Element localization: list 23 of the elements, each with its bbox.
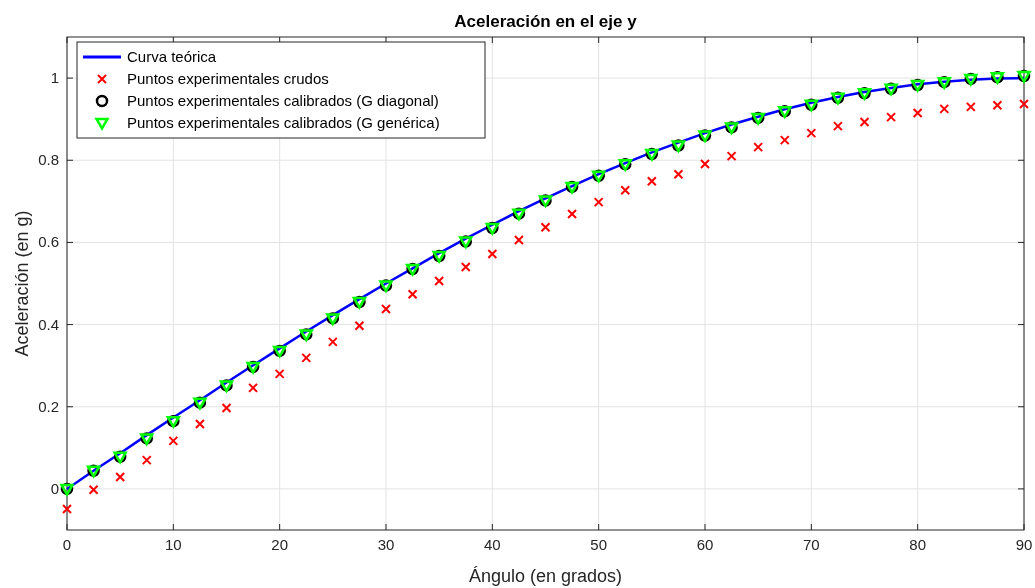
x-tick-label: 10 [164,536,182,553]
x-tick-label: 70 [802,536,820,553]
x-tick-label: 50 [590,536,608,553]
x-tick-label: 80 [909,536,927,553]
x-tick-label: 20 [271,536,289,553]
legend-label: Puntos experimentales crudos [127,70,329,87]
y-tick-label: 0.2 [38,397,59,415]
y-axis-title: Aceleración (en g) [12,210,32,357]
chart-title: Aceleración en el eje y [454,12,638,31]
x-axis-title: Ángulo (en grados) [468,566,623,586]
legend-label: Puntos experimentales calibrados (G diagonal) [127,92,439,109]
x-tick-label: 40 [483,536,501,553]
legend-label: Curva teórica [127,48,217,65]
y-tick-label: 0.4 [38,315,59,333]
y-tick-label: 0 [50,479,59,497]
legend-label: Puntos experimentales calibrados (G genérica) [127,114,440,131]
x-tick-label: 60 [696,536,714,553]
x-tick-label: 30 [377,536,395,553]
y-tick-label: 0.6 [38,233,59,251]
y-tick-label: 0.8 [38,151,59,169]
x-tick-label: 0 [62,536,72,553]
y-tick-label: 1 [50,69,59,87]
x-tick-label: 90 [1015,536,1033,553]
